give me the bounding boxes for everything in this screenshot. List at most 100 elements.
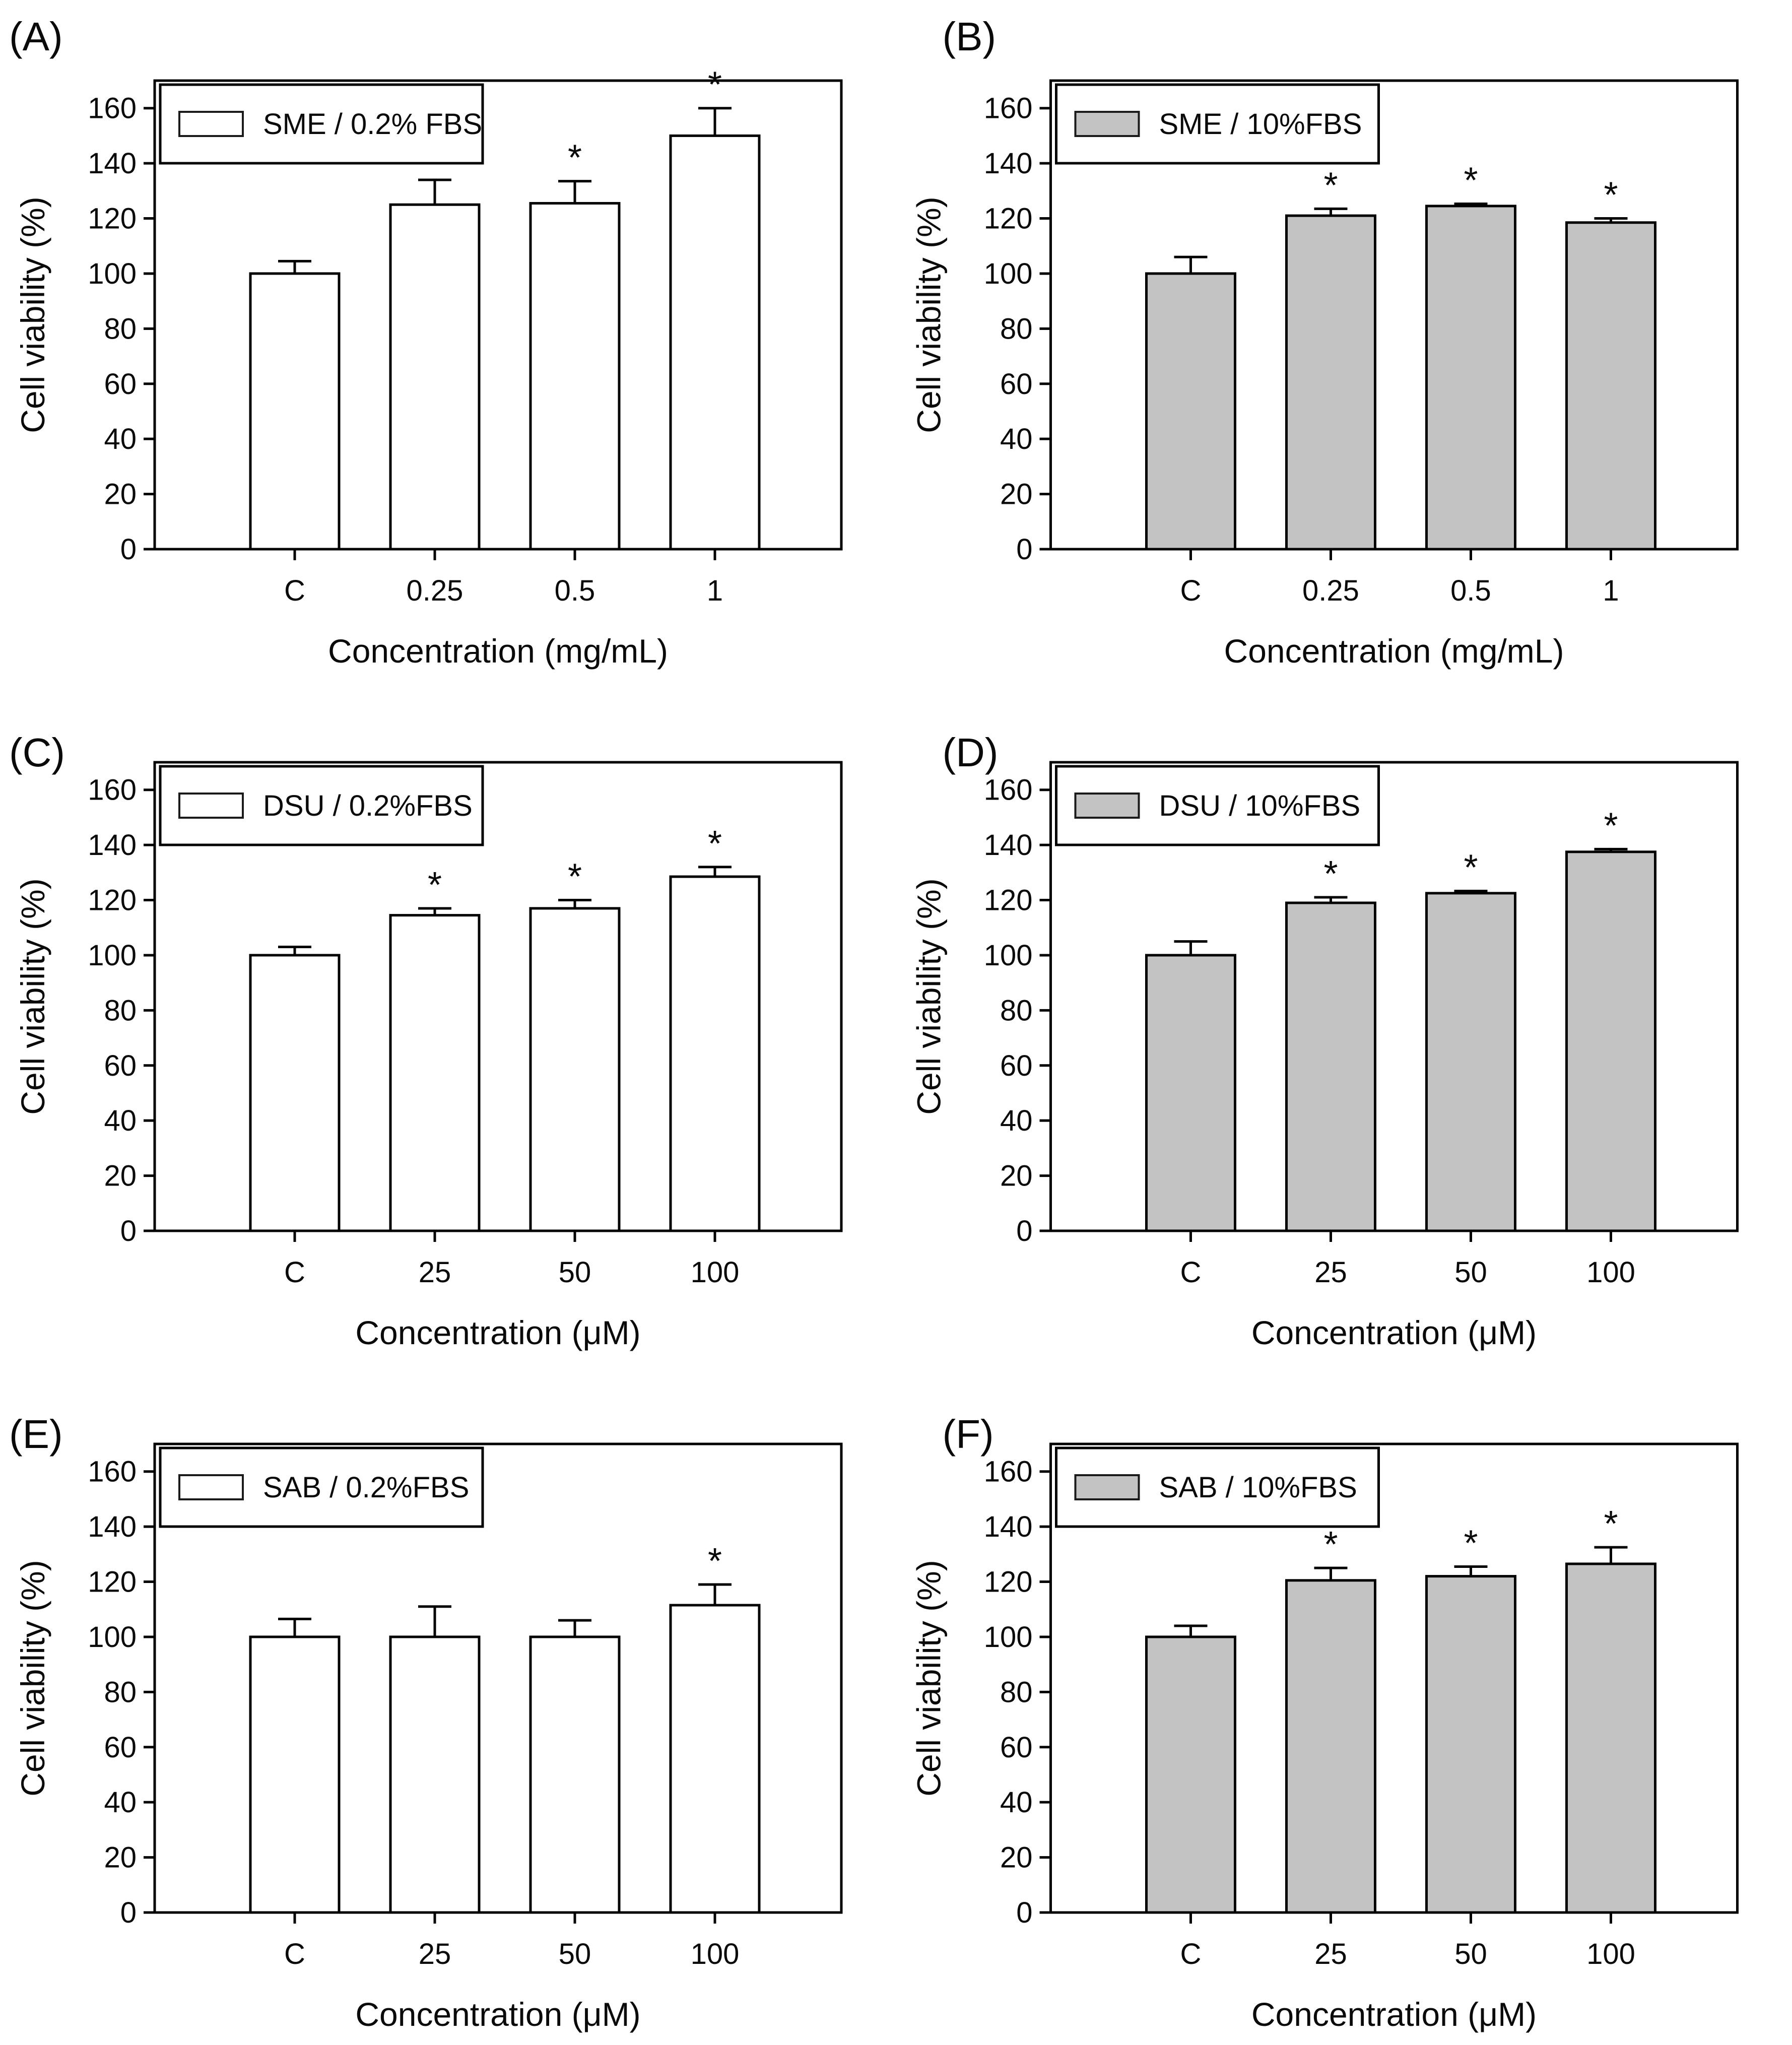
significance-asterisk: * [708,65,722,105]
legend-swatch [1074,793,1140,819]
y-axis-label: Cell viability (%) [910,1560,948,1796]
plot-frame [153,79,843,551]
chart-panel-e: (E) 0 20 40 60 80 100 120 140 160 Cell viability (… [0,1363,896,2045]
x-axis-tick-label: C [284,574,305,607]
bar [1285,901,1376,1232]
x-axis-tick-label: C [1180,574,1202,607]
x-axis-tick-label: 0.25 [1302,574,1359,607]
x-axis-tick-label: C [284,1256,305,1289]
y-axis-tick-label: 0 [120,1896,137,1929]
y-axis-tick-label: 120 [984,884,1033,917]
bar [1565,221,1656,551]
significance-asterisk: * [1604,1504,1618,1544]
y-axis-label: Cell viability (%) [14,196,51,433]
legend-swatch [178,111,244,137]
y-axis-tick-label: 120 [88,1566,137,1599]
y-axis-tick-label: 40 [1000,1104,1033,1137]
y-axis-tick-label: 0 [120,533,137,566]
x-axis-tick-label: C [284,1938,305,1970]
plot-frame [153,1442,843,1914]
significance-asterisk: * [428,865,442,905]
chart-svg: (F) 0 20 40 60 80 100 120 140 160 Cell viability (… [910,1412,1739,2033]
x-axis-tick-label: 50 [559,1938,591,1970]
legend-label: SME / 0.2% FBS [263,108,482,141]
y-axis-tick-label: 160 [984,1456,1033,1488]
x-axis-tick-label: 100 [1586,1256,1635,1289]
bar [389,203,481,551]
bar [529,907,621,1232]
y-axis-tick-label: 120 [984,203,1033,235]
x-axis-label: Concentration (μM) [355,1314,640,1351]
chart-panel-b: (B) 0 20 40 60 80 100 120 140 160 Cell viability (… [896,0,1792,682]
bar [389,1635,481,1914]
y-axis-tick-label: 160 [88,1456,137,1488]
significance-asterisk: * [568,138,582,178]
chart-panel-f: (F) 0 20 40 60 80 100 120 140 160 Cell viability (… [896,1363,1792,2045]
x-axis-tick-label: 1 [707,574,723,607]
chart-svg: (A) 0 20 40 60 80 100 120 140 160 Cell viability (… [9,14,843,670]
y-axis-label: Cell viability (%) [910,878,948,1114]
bar [1285,214,1376,551]
significance-asterisk: * [568,857,582,897]
x-axis-tick-label: 100 [1586,1938,1635,1970]
legend-swatch [1074,1474,1140,1500]
legend-label: SAB / 10%FBS [1159,1471,1357,1504]
x-axis-tick-label: 100 [691,1938,740,1970]
bar [1425,892,1516,1232]
bar [1425,1575,1516,1914]
x-axis-tick-label: 50 [1454,1256,1487,1289]
y-axis-tick-label: 0 [1016,533,1032,566]
legend-swatch [178,793,244,819]
significance-asterisk: * [708,1541,722,1581]
x-axis-tick-label: C [1180,1256,1202,1289]
bar [249,1635,341,1914]
bar [669,134,761,551]
y-axis-tick-label: 20 [104,1160,137,1193]
significance-asterisk: * [1464,1523,1478,1563]
y-axis-label: Cell viability (%) [14,1560,51,1796]
y-axis-tick-label: 160 [88,92,137,125]
y-axis-tick-label: 20 [104,1841,137,1874]
x-axis-label: Concentration (mg/mL) [328,632,668,670]
y-axis-tick-label: 40 [1000,1786,1033,1819]
legend-swatch [178,1474,244,1500]
plot-frame [1049,761,1739,1232]
bar [1425,205,1516,551]
x-axis-tick-label: 0.25 [407,574,463,607]
y-axis-tick-label: 20 [1000,478,1033,511]
bar [1565,1562,1656,1914]
legend-swatch [1074,111,1140,137]
bar [529,1635,621,1914]
x-axis-tick-label: 100 [691,1256,740,1289]
bar [249,272,341,551]
y-axis-tick-label: 60 [104,1049,137,1082]
chart-panel-d: (D) 0 20 40 60 80 100 120 140 160 Cell viability (… [896,682,1792,1363]
y-axis-tick-label: 40 [104,423,137,455]
bar [1145,1635,1236,1914]
x-axis-tick-label: 50 [1454,1938,1487,1970]
significance-asterisk: * [1604,806,1618,846]
panel-letter: (D) [943,730,999,775]
y-axis-tick-label: 140 [88,829,137,862]
chart-svg: (D) 0 20 40 60 80 100 120 140 160 Cell viability (… [910,730,1739,1351]
y-axis-tick-label: 160 [88,774,137,807]
panel-letter: (C) [9,730,65,775]
y-axis-tick-label: 20 [1000,1160,1033,1193]
y-axis-tick-label: 140 [88,1510,137,1543]
legend-label: DSU / 10%FBS [1159,789,1361,822]
significance-asterisk: * [1464,161,1478,201]
x-axis-label: Concentration (μM) [1251,1314,1537,1351]
bar [1285,1579,1376,1914]
y-axis-tick-label: 120 [984,1566,1033,1599]
x-axis-label: Concentration (μM) [355,1996,640,2033]
bar [389,914,481,1232]
y-axis-label: Cell viability (%) [910,196,948,433]
bar [1145,272,1236,551]
x-axis-tick-label: 0.5 [1450,574,1491,607]
y-axis-tick-label: 80 [104,994,137,1027]
y-axis-tick-label: 80 [1000,1676,1033,1708]
y-axis-tick-label: 60 [104,368,137,401]
chart-panel-a: (A) 0 20 40 60 80 100 120 140 160 Cell viability (… [0,0,896,682]
x-axis-tick-label: 25 [419,1938,451,1970]
significance-asterisk: * [1464,847,1478,888]
